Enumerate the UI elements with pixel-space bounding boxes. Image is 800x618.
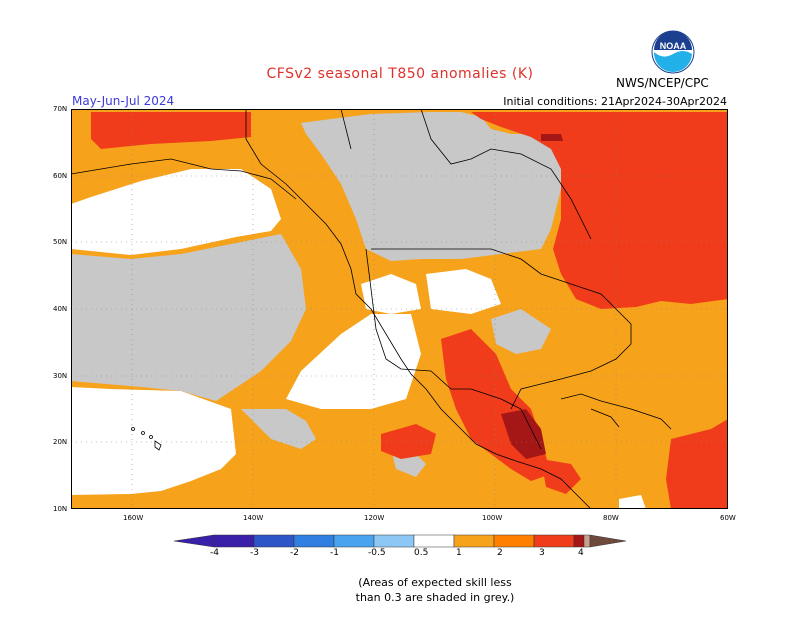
initial-conditions-label: Initial conditions: 21Apr2024-30Apr2024 bbox=[503, 95, 727, 108]
lon-label: 80W bbox=[603, 514, 619, 522]
chart-title: CFSv2 seasonal T850 anomalies (K) bbox=[266, 66, 534, 82]
lon-label: 120W bbox=[364, 514, 385, 522]
lon-label: 160W bbox=[123, 514, 144, 522]
skill-note-line2: than 0.3 are shaded in grey.) bbox=[355, 591, 515, 604]
agency-label: NWS/NCEP/CPC bbox=[616, 76, 709, 90]
colorbar-label: 4 bbox=[578, 548, 584, 558]
colorbar bbox=[173, 534, 627, 548]
colorbar-label: -1 bbox=[330, 548, 339, 558]
skill-note-line1: (Areas of expected skill less bbox=[358, 576, 512, 589]
lat-label: 30N bbox=[53, 372, 68, 380]
lat-label: 20N bbox=[53, 438, 68, 446]
colorbar-label: -0.5 bbox=[368, 548, 386, 558]
lon-label: 140W bbox=[243, 514, 264, 522]
colorbar-left-arrow bbox=[173, 534, 215, 548]
colorbar-label: -3 bbox=[250, 548, 259, 558]
logo-text: NOAA bbox=[660, 41, 687, 51]
lon-label: 60W bbox=[720, 514, 736, 522]
noaa-logo: NOAA bbox=[651, 30, 695, 74]
colorbar-label: 0.5 bbox=[414, 548, 429, 558]
map-frame bbox=[71, 109, 728, 509]
colorbar-right-arrow bbox=[589, 534, 627, 548]
lon-label: 100W bbox=[482, 514, 503, 522]
neutral-anomaly-regions bbox=[71, 169, 646, 509]
lat-label: 40N bbox=[53, 305, 68, 313]
colorbar-label: 3 bbox=[539, 548, 545, 558]
colorbar-label: 2 bbox=[497, 548, 503, 558]
lat-label: 60N bbox=[53, 172, 68, 180]
hawaii-islands bbox=[131, 427, 162, 451]
lat-label: 50N bbox=[53, 238, 68, 246]
colorbar-label: 1 bbox=[456, 548, 462, 558]
season-label: May-Jun-Jul 2024 bbox=[72, 94, 175, 108]
anomaly-map bbox=[71, 109, 728, 509]
colorbar-label: -4 bbox=[210, 548, 219, 558]
strong-warm-regions bbox=[501, 134, 563, 459]
colorbar-label: -2 bbox=[290, 548, 299, 558]
lat-label: 70N bbox=[53, 105, 68, 113]
coastlines bbox=[71, 109, 672, 509]
lat-label: 10N bbox=[53, 505, 68, 513]
skill-note: (Areas of expected skill less than 0.3 a… bbox=[0, 575, 800, 605]
